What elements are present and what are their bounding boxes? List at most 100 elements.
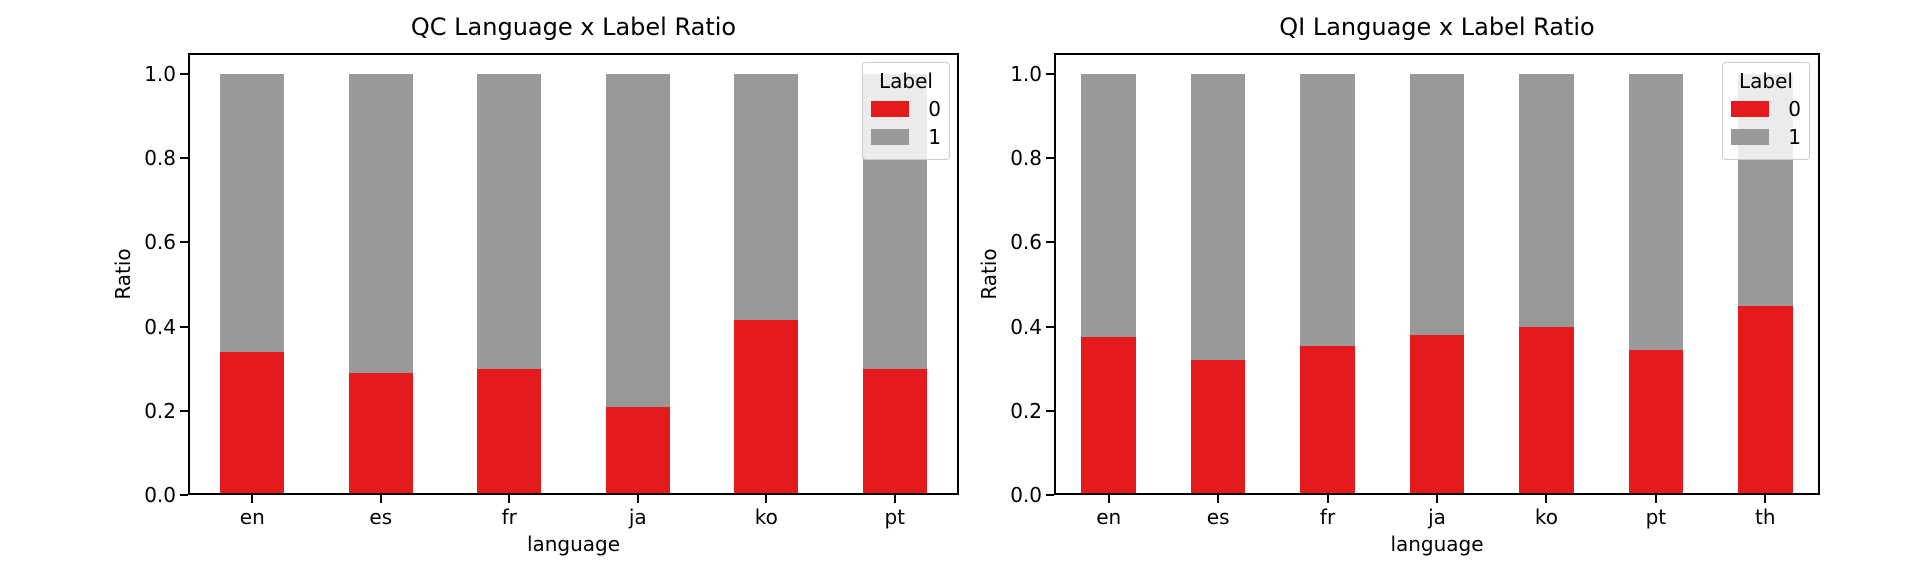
bar-fr-label1-segment (477, 74, 542, 369)
chart-qi-x-axis-label: language (1390, 532, 1484, 556)
x-tick-label-ja: ja (628, 505, 647, 529)
x-tick-label-th: th (1755, 505, 1776, 529)
y-tick-label-0.8: 0.8 (144, 146, 176, 171)
bar-ja-label1-segment (1409, 74, 1465, 336)
legend-entry-label: 1 (1788, 125, 1801, 149)
chart-qi-plot-area (1054, 53, 1820, 495)
chart-qi-legend: Label 0 1 (1722, 62, 1810, 160)
legend-item-label-0: 0 (871, 95, 941, 123)
legend-entry-label: 0 (928, 97, 941, 121)
chart-qc-x-axis-label: language (526, 532, 621, 556)
y-tickmark-1.0 (180, 73, 188, 76)
y-tick-label-0.4: 0.4 (144, 314, 176, 339)
x-tick-label-ko: ko (1534, 505, 1558, 529)
legend-entry-label: 1 (928, 125, 941, 149)
x-tick-label-fr: fr (1319, 505, 1336, 529)
x-tick-label-es: es (369, 505, 393, 529)
bar-ko-label1-segment (734, 74, 799, 321)
bar-es-label1-segment (348, 74, 413, 373)
y-tick-label-0.6: 0.6 (1010, 230, 1042, 255)
bar-es-label1-segment (1190, 74, 1246, 361)
y-tick-label-0.2: 0.2 (144, 398, 176, 423)
y-tickmark-0.6 (1046, 241, 1054, 244)
y-tick-label-0.6: 0.6 (144, 230, 176, 255)
x-tick-label-en: en (1096, 505, 1122, 529)
bar-en-label0-segment (220, 351, 285, 495)
x-tick-label-ko: ko (754, 505, 778, 529)
legend-swatch-red-icon (1731, 101, 1769, 117)
legend-swatch-red-icon (871, 101, 909, 117)
x-tickmark-ja (1436, 495, 1438, 503)
chart-qc-plot-area (188, 53, 959, 495)
bar-th-label0-segment (1737, 305, 1793, 495)
x-tickmark-en (251, 495, 254, 503)
y-tickmark-0.0 (180, 494, 188, 496)
y-tickmark-0.8 (1046, 157, 1054, 160)
y-tick-label-0.2: 0.2 (1010, 398, 1042, 423)
bar-en-label1-segment (1081, 74, 1137, 338)
x-tickmark-es (379, 495, 382, 503)
y-tick-label-1.0: 1.0 (144, 62, 176, 87)
bar-pt-label0-segment (862, 368, 927, 495)
bar-fr-label0-segment (477, 368, 542, 495)
y-tickmark-0.0 (1046, 494, 1054, 496)
y-tickmark-0.2 (180, 409, 188, 412)
bar-ja-label1-segment (605, 74, 670, 407)
y-tickmark-0.6 (180, 241, 188, 244)
chart-qc-y-axis-label: Ratio (111, 248, 135, 300)
bar-ko-label0-segment (734, 320, 799, 495)
bar-es-label0-segment (1190, 360, 1246, 495)
bar-pt-label1-segment (1628, 74, 1684, 350)
x-tickmark-fr (508, 495, 511, 503)
y-tick-label-0.4: 0.4 (1010, 314, 1042, 339)
chart-qi-y-axis-label: Ratio (977, 248, 1001, 300)
x-tick-label-fr: fr (501, 505, 517, 529)
x-tickmark-es (1217, 495, 1220, 503)
x-tick-label-pt: pt (884, 505, 906, 529)
legend-entry-label: 0 (1788, 97, 1801, 121)
legend-item-label-1: 1 (1731, 123, 1801, 151)
x-tickmark-pt (1654, 495, 1657, 503)
legend-item-label-1: 1 (871, 123, 941, 151)
x-tickmark-pt (893, 495, 896, 503)
x-tick-label-en: en (239, 505, 265, 529)
bar-fr-label1-segment (1300, 74, 1355, 346)
chart-qc-axes-spines (188, 53, 959, 495)
y-tickmark-0.4 (180, 325, 188, 328)
chart-qc-legend: Label 0 1 (862, 62, 950, 160)
y-tick-label-0.8: 0.8 (1010, 146, 1042, 171)
chart-qc-title: QC Language x Label Ratio (410, 13, 737, 41)
y-tick-label-1.0: 1.0 (1010, 62, 1042, 87)
x-tick-label-ja: ja (1428, 505, 1446, 529)
bar-ko-label0-segment (1519, 326, 1574, 495)
bar-pt-label0-segment (1628, 349, 1684, 495)
bar-ja-label0-segment (605, 406, 670, 495)
bar-ko-label1-segment (1519, 74, 1574, 327)
x-tickmark-fr (1326, 495, 1329, 503)
y-tickmark-0.4 (1046, 325, 1054, 328)
y-tickmark-0.8 (180, 157, 188, 160)
legend-swatch-gray-icon (871, 129, 909, 145)
bar-es-label0-segment (348, 372, 413, 495)
y-tickmark-1.0 (1046, 73, 1054, 76)
x-tickmark-en (1107, 495, 1110, 503)
bar-ja-label0-segment (1409, 335, 1465, 495)
bar-fr-label0-segment (1300, 345, 1355, 495)
legend-title: Label (1739, 69, 1793, 93)
chart-qi-title: QI Language x Label Ratio (1279, 13, 1595, 41)
x-tickmark-th (1764, 495, 1767, 503)
x-tickmark-ja (636, 495, 639, 503)
y-tick-label-0.0: 0.0 (1010, 483, 1042, 507)
legend-title: Label (879, 69, 933, 93)
legend-item-label-0: 0 (1731, 95, 1801, 123)
x-tick-label-pt: pt (1645, 505, 1667, 529)
x-tickmark-ko (1545, 495, 1548, 503)
y-tick-label-0.0: 0.0 (144, 483, 176, 507)
x-tickmark-ko (765, 495, 768, 503)
legend-swatch-gray-icon (1731, 129, 1769, 145)
bar-en-label0-segment (1081, 337, 1137, 495)
bar-en-label1-segment (220, 74, 285, 352)
x-tick-label-es: es (1206, 505, 1230, 529)
y-tickmark-0.2 (1046, 409, 1054, 412)
